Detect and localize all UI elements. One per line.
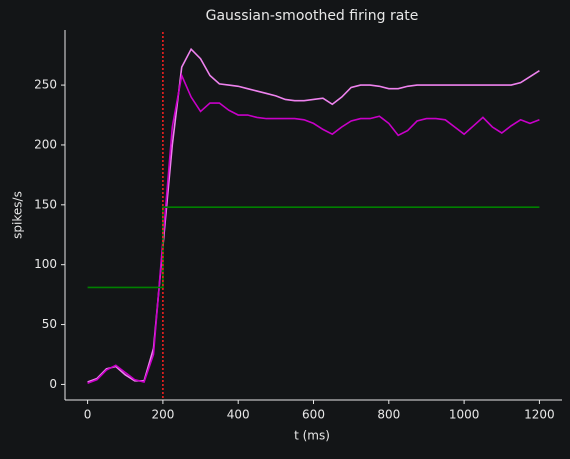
y-tick-label: 150 [34, 197, 57, 211]
x-tick-label: 400 [227, 408, 250, 422]
x-axis-label: t (ms) [294, 429, 330, 443]
x-tick-label: 0 [84, 408, 92, 422]
chart-title: Gaussian-smoothed firing rate [206, 8, 419, 24]
y-tick-label: 0 [49, 377, 57, 391]
line-series [87, 206, 540, 289]
y-tick-label: 250 [34, 78, 57, 92]
y-tick-label: 100 [34, 257, 57, 271]
x-tick-label: 1200 [524, 408, 555, 422]
y-tick-label: 50 [42, 317, 57, 331]
y-tick-label: 200 [34, 137, 57, 151]
x-tick-label: 200 [151, 408, 174, 422]
x-tick-label: 1000 [449, 408, 480, 422]
x-tick-label: 800 [377, 408, 400, 422]
x-tick-label: 600 [302, 408, 325, 422]
y-axis-label: spikes/s [11, 191, 25, 239]
